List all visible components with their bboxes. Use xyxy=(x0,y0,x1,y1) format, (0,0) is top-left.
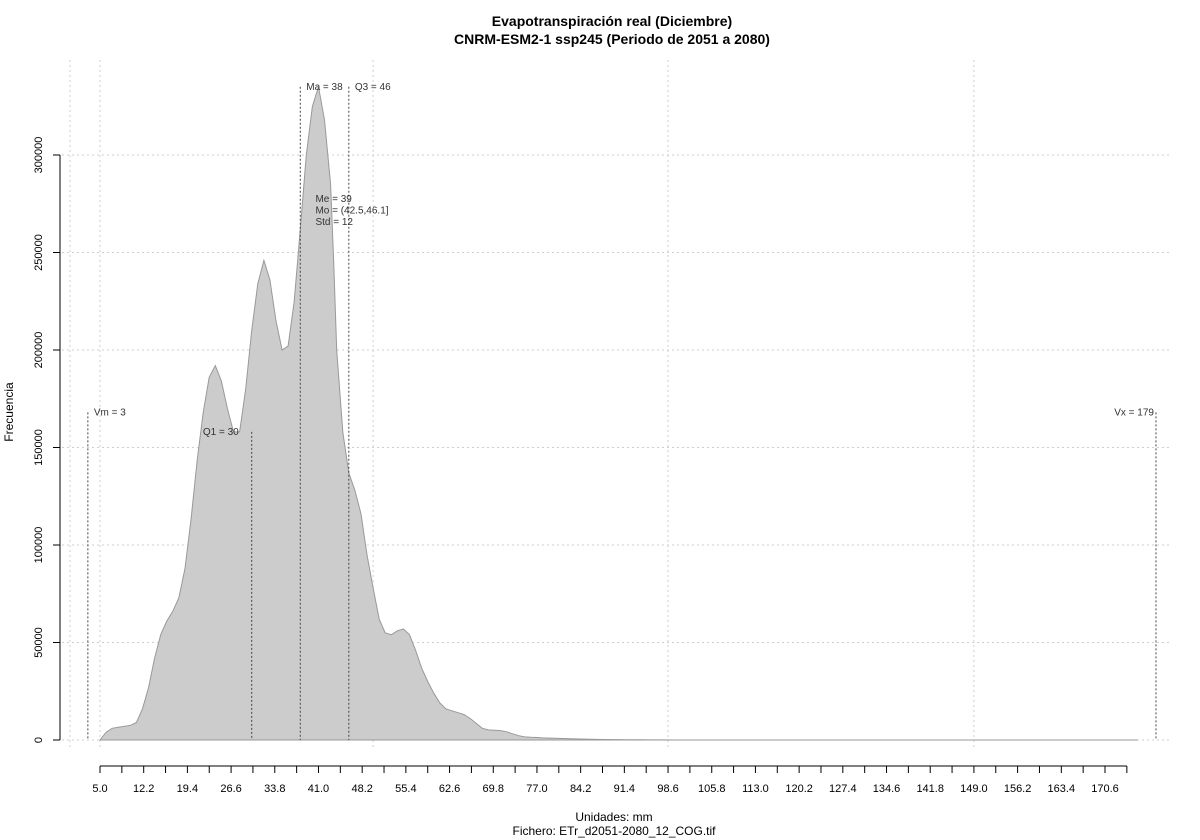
axis-layer: 5.0 12.2 19.4 26.6 33.8 41.0 48.2 55.4 62.6 69.8 7… xyxy=(33,137,1128,795)
area-layer xyxy=(98,86,1138,741)
annotation-label-3: Q3 = 46 xyxy=(355,82,391,93)
x-tick-label-9: 69.8 xyxy=(483,783,504,795)
x-tick-label-4: 33.8 xyxy=(264,783,285,795)
footer-filename: Fichero: ETr_d2051-2080_12_COG.tif xyxy=(513,824,717,838)
stat-line-0: Me = 39 xyxy=(315,194,352,205)
chart-subtitle: CNRM-ESM2-1 ssp245 (Periodo de 2051 a 20… xyxy=(454,31,770,47)
x-tick-label-16: 120.2 xyxy=(785,783,813,795)
stat-line-1: Mo = (42.5,46.1] xyxy=(315,205,388,216)
annotation-label-1: Q1 = 30 xyxy=(203,427,239,438)
x-tick-label-13: 98.6 xyxy=(657,783,678,795)
x-tick-label-18: 134.6 xyxy=(873,783,901,795)
x-axis-label: Unidades: mm xyxy=(575,810,652,824)
x-tick-label-17: 127.4 xyxy=(829,783,857,795)
stat-line-2: Std = 12 xyxy=(315,217,353,228)
x-tick-label-10: 77.0 xyxy=(526,783,547,795)
x-tick-label-12: 91.4 xyxy=(614,783,635,795)
x-tick-label-3: 26.6 xyxy=(220,783,241,795)
annotation-label-0: Vm = 3 xyxy=(94,407,126,418)
y-tick-label-4: 200000 xyxy=(33,332,45,369)
y-tick-label-1: 50000 xyxy=(33,627,45,658)
y-axis-label: Frecuencia xyxy=(2,382,16,442)
x-tick-label-1: 12.2 xyxy=(133,783,154,795)
annotation-label-4: Vx = 179 xyxy=(1114,407,1154,418)
x-tick-label-8: 62.6 xyxy=(439,783,460,795)
x-tick-label-11: 84.2 xyxy=(570,783,591,795)
y-tick-label-3: 150000 xyxy=(33,429,45,466)
x-tick-label-2: 19.4 xyxy=(177,783,198,795)
x-tick-label-21: 156.2 xyxy=(1004,783,1032,795)
y-tick-label-2: 100000 xyxy=(33,527,45,564)
y-tick-label-6: 300000 xyxy=(33,137,45,174)
chart-title: Evapotranspiración real (Diciembre) xyxy=(492,13,732,29)
x-tick-label-0: 5.0 xyxy=(92,783,107,795)
density-area xyxy=(98,86,1138,741)
x-tick-label-23: 170.6 xyxy=(1091,783,1119,795)
x-tick-label-5: 41.0 xyxy=(308,783,329,795)
x-tick-label-7: 55.4 xyxy=(395,783,416,795)
x-tick-label-19: 141.8 xyxy=(916,783,944,795)
x-tick-label-22: 163.4 xyxy=(1048,783,1076,795)
annotation-layer: Vm = 3 Q1 = 30 Ma = 38 Q3 = 46 Vx = 179 Me = … xyxy=(87,82,1157,740)
x-tick-label-20: 149.0 xyxy=(960,783,988,795)
y-tick-label-5: 250000 xyxy=(33,234,45,271)
x-tick-label-15: 113.0 xyxy=(742,783,769,795)
y-tick-label-0: 0 xyxy=(33,737,45,743)
x-tick-label-14: 105.8 xyxy=(698,783,726,795)
x-tick-label-6: 48.2 xyxy=(351,783,372,795)
annotation-label-2: Ma = 38 xyxy=(306,82,343,93)
